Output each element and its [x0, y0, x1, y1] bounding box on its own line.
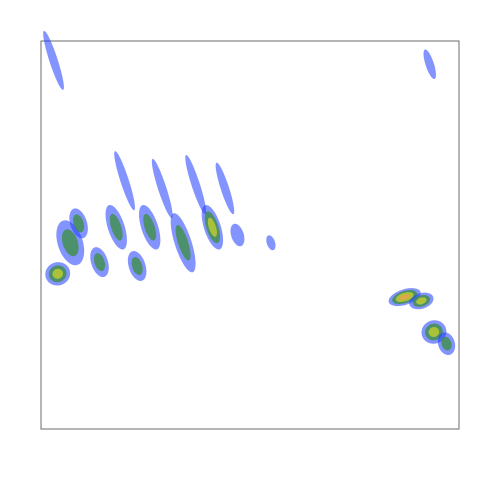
heatmap-blob-5-layer-1	[109, 213, 123, 241]
heatmap-blob-2-layer-1	[61, 229, 79, 257]
heatmap-blob-18-layer-2	[428, 326, 440, 338]
heatmap-layer	[43, 30, 456, 356]
plot-frame	[40, 40, 460, 430]
heatmap-blob-4-layer-1	[93, 253, 106, 272]
heatmap-blob-15-layer-0	[266, 235, 276, 251]
heatmap-blob-10-layer-1	[175, 224, 191, 261]
heatmap-blob-12-layer-2	[207, 217, 217, 237]
heatmap-blob-0-layer-0	[43, 30, 64, 90]
heatmap-blob-11-layer-0	[185, 155, 207, 215]
heatmap-blob-17-layer-2	[416, 297, 427, 305]
heatmap-blob-14-layer-0	[230, 223, 245, 247]
heatmap-blob-20-layer-0	[423, 49, 436, 80]
heatmap-blob-9-layer-0	[151, 158, 173, 218]
heatmap-blob-6-layer-0	[114, 151, 135, 211]
heatmap-blob-16-layer-3	[399, 294, 411, 301]
heatmap-blob-3-layer-1	[73, 214, 85, 233]
heatmap-blob-13-layer-0	[215, 162, 235, 215]
heatmap-blob-19-layer-1	[441, 336, 452, 351]
heatmap-blob-7-layer-1	[131, 257, 143, 276]
heatmap-blob-1-layer-2	[52, 268, 64, 279]
heatmap-blob-8-layer-1	[143, 213, 157, 241]
